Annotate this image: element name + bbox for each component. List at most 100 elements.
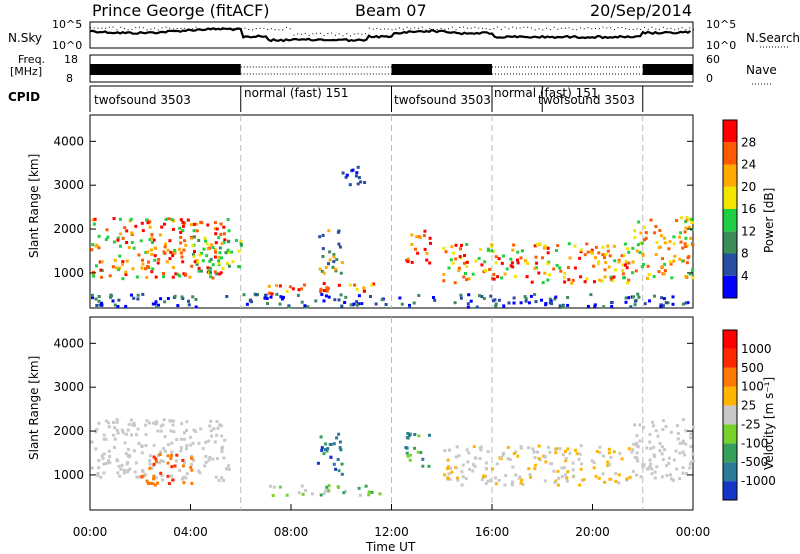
- colorbar-swatch: [723, 275, 737, 298]
- range-cell: [652, 453, 656, 457]
- range-cell: [193, 260, 197, 264]
- range-cell: [571, 461, 575, 465]
- range-cell: [208, 455, 212, 459]
- range-cell: [664, 301, 668, 305]
- range-cell: [601, 245, 605, 249]
- range-cell: [194, 429, 198, 433]
- range-cell: [340, 304, 344, 308]
- range-cell: [685, 472, 688, 475]
- range-cell: [564, 457, 568, 461]
- x-tick-label: 08:00: [274, 525, 309, 539]
- range-cell: [166, 474, 170, 478]
- range-cell: [669, 473, 672, 477]
- range-cell: [119, 244, 122, 248]
- range-cell: [151, 267, 155, 271]
- range-cell: [564, 473, 568, 477]
- range-cell: [265, 297, 269, 300]
- colorbar-tick-label: -100: [741, 436, 768, 450]
- range-cell: [357, 486, 361, 490]
- range-cell: [612, 450, 616, 454]
- range-cell: [159, 424, 163, 428]
- range-cell: [632, 442, 636, 446]
- range-cell: [642, 262, 645, 266]
- range-cell: [300, 300, 304, 304]
- range-cell: [124, 273, 128, 276]
- range-cell: [511, 248, 515, 252]
- range-cell: [671, 295, 675, 299]
- range-cell: [635, 473, 638, 477]
- range-cell: [612, 275, 616, 279]
- range-cell: [104, 419, 108, 423]
- x-tick-label: 00:00: [676, 525, 711, 539]
- range-cell: [324, 294, 328, 298]
- range-cell: [631, 469, 635, 473]
- range-cell: [227, 264, 231, 268]
- range-cell: [641, 465, 645, 469]
- range-cell: [340, 462, 344, 466]
- range-cell: [489, 478, 493, 482]
- range-cell: [416, 450, 420, 454]
- range-cell: [502, 254, 505, 258]
- range-cell: [442, 272, 446, 276]
- range-cell: [661, 304, 665, 308]
- range-cell: [134, 224, 138, 228]
- range-cell: [543, 271, 547, 275]
- range-cell: [125, 462, 129, 466]
- range-cell: [630, 450, 634, 454]
- range-cell: [141, 474, 145, 478]
- cpid-label: CPID: [8, 90, 40, 104]
- range-cell: [145, 218, 149, 222]
- cpid-segment-label: normal (fast) 151: [244, 86, 348, 100]
- range-cell: [152, 443, 156, 447]
- range-cell: [684, 236, 688, 240]
- range-cell: [272, 485, 276, 489]
- noise-sky-trace: [89, 27, 692, 43]
- range-cell: [130, 233, 134, 236]
- range-cell: [578, 483, 582, 487]
- range-cell: [144, 423, 148, 427]
- range-cell: [173, 294, 177, 298]
- range-cell: [662, 272, 666, 276]
- range-cell: [653, 294, 656, 298]
- range-cell: [654, 429, 658, 433]
- range-cell: [372, 282, 376, 286]
- range-cell: [191, 244, 195, 248]
- range-cell: [685, 215, 689, 219]
- range-cell: [533, 267, 537, 271]
- range-cell: [254, 293, 258, 297]
- range-cell: [341, 171, 345, 175]
- range-cell: [450, 470, 454, 474]
- range-cell: [182, 481, 186, 485]
- range-cell: [586, 250, 590, 254]
- range-cell: [192, 222, 196, 226]
- range-cell: [217, 259, 221, 263]
- range-cell: [658, 449, 662, 453]
- range-cell: [553, 297, 557, 301]
- range-cell: [465, 260, 469, 264]
- range-cell: [209, 257, 213, 261]
- cpid-panel: twofsound 3503 normal (fast) 151 twofsound…: [89, 85, 693, 112]
- range-cell: [324, 448, 327, 452]
- range-cell: [104, 238, 108, 241]
- x-tick-label: 04:00: [173, 525, 208, 539]
- range-cell: [132, 246, 136, 250]
- colorbar-swatch: [723, 120, 737, 143]
- range-cell: [521, 249, 524, 253]
- range-cell: [406, 454, 410, 458]
- range-cell: [91, 243, 95, 247]
- range-cell: [468, 467, 471, 471]
- range-cell: [560, 475, 564, 479]
- range-cell: [225, 467, 228, 471]
- range-cell: [190, 468, 194, 472]
- range-cell: [553, 480, 557, 484]
- range-cell: [533, 293, 537, 296]
- colorbar-tick-label: -25: [741, 417, 761, 431]
- range-cell: [222, 241, 226, 244]
- range-cell: [577, 457, 581, 461]
- range-cell: [112, 421, 115, 424]
- range-cell: [108, 455, 112, 459]
- range-cell: [326, 488, 330, 492]
- range-cell: [516, 258, 519, 262]
- range-cell: [363, 289, 366, 293]
- range-cell: [113, 303, 117, 307]
